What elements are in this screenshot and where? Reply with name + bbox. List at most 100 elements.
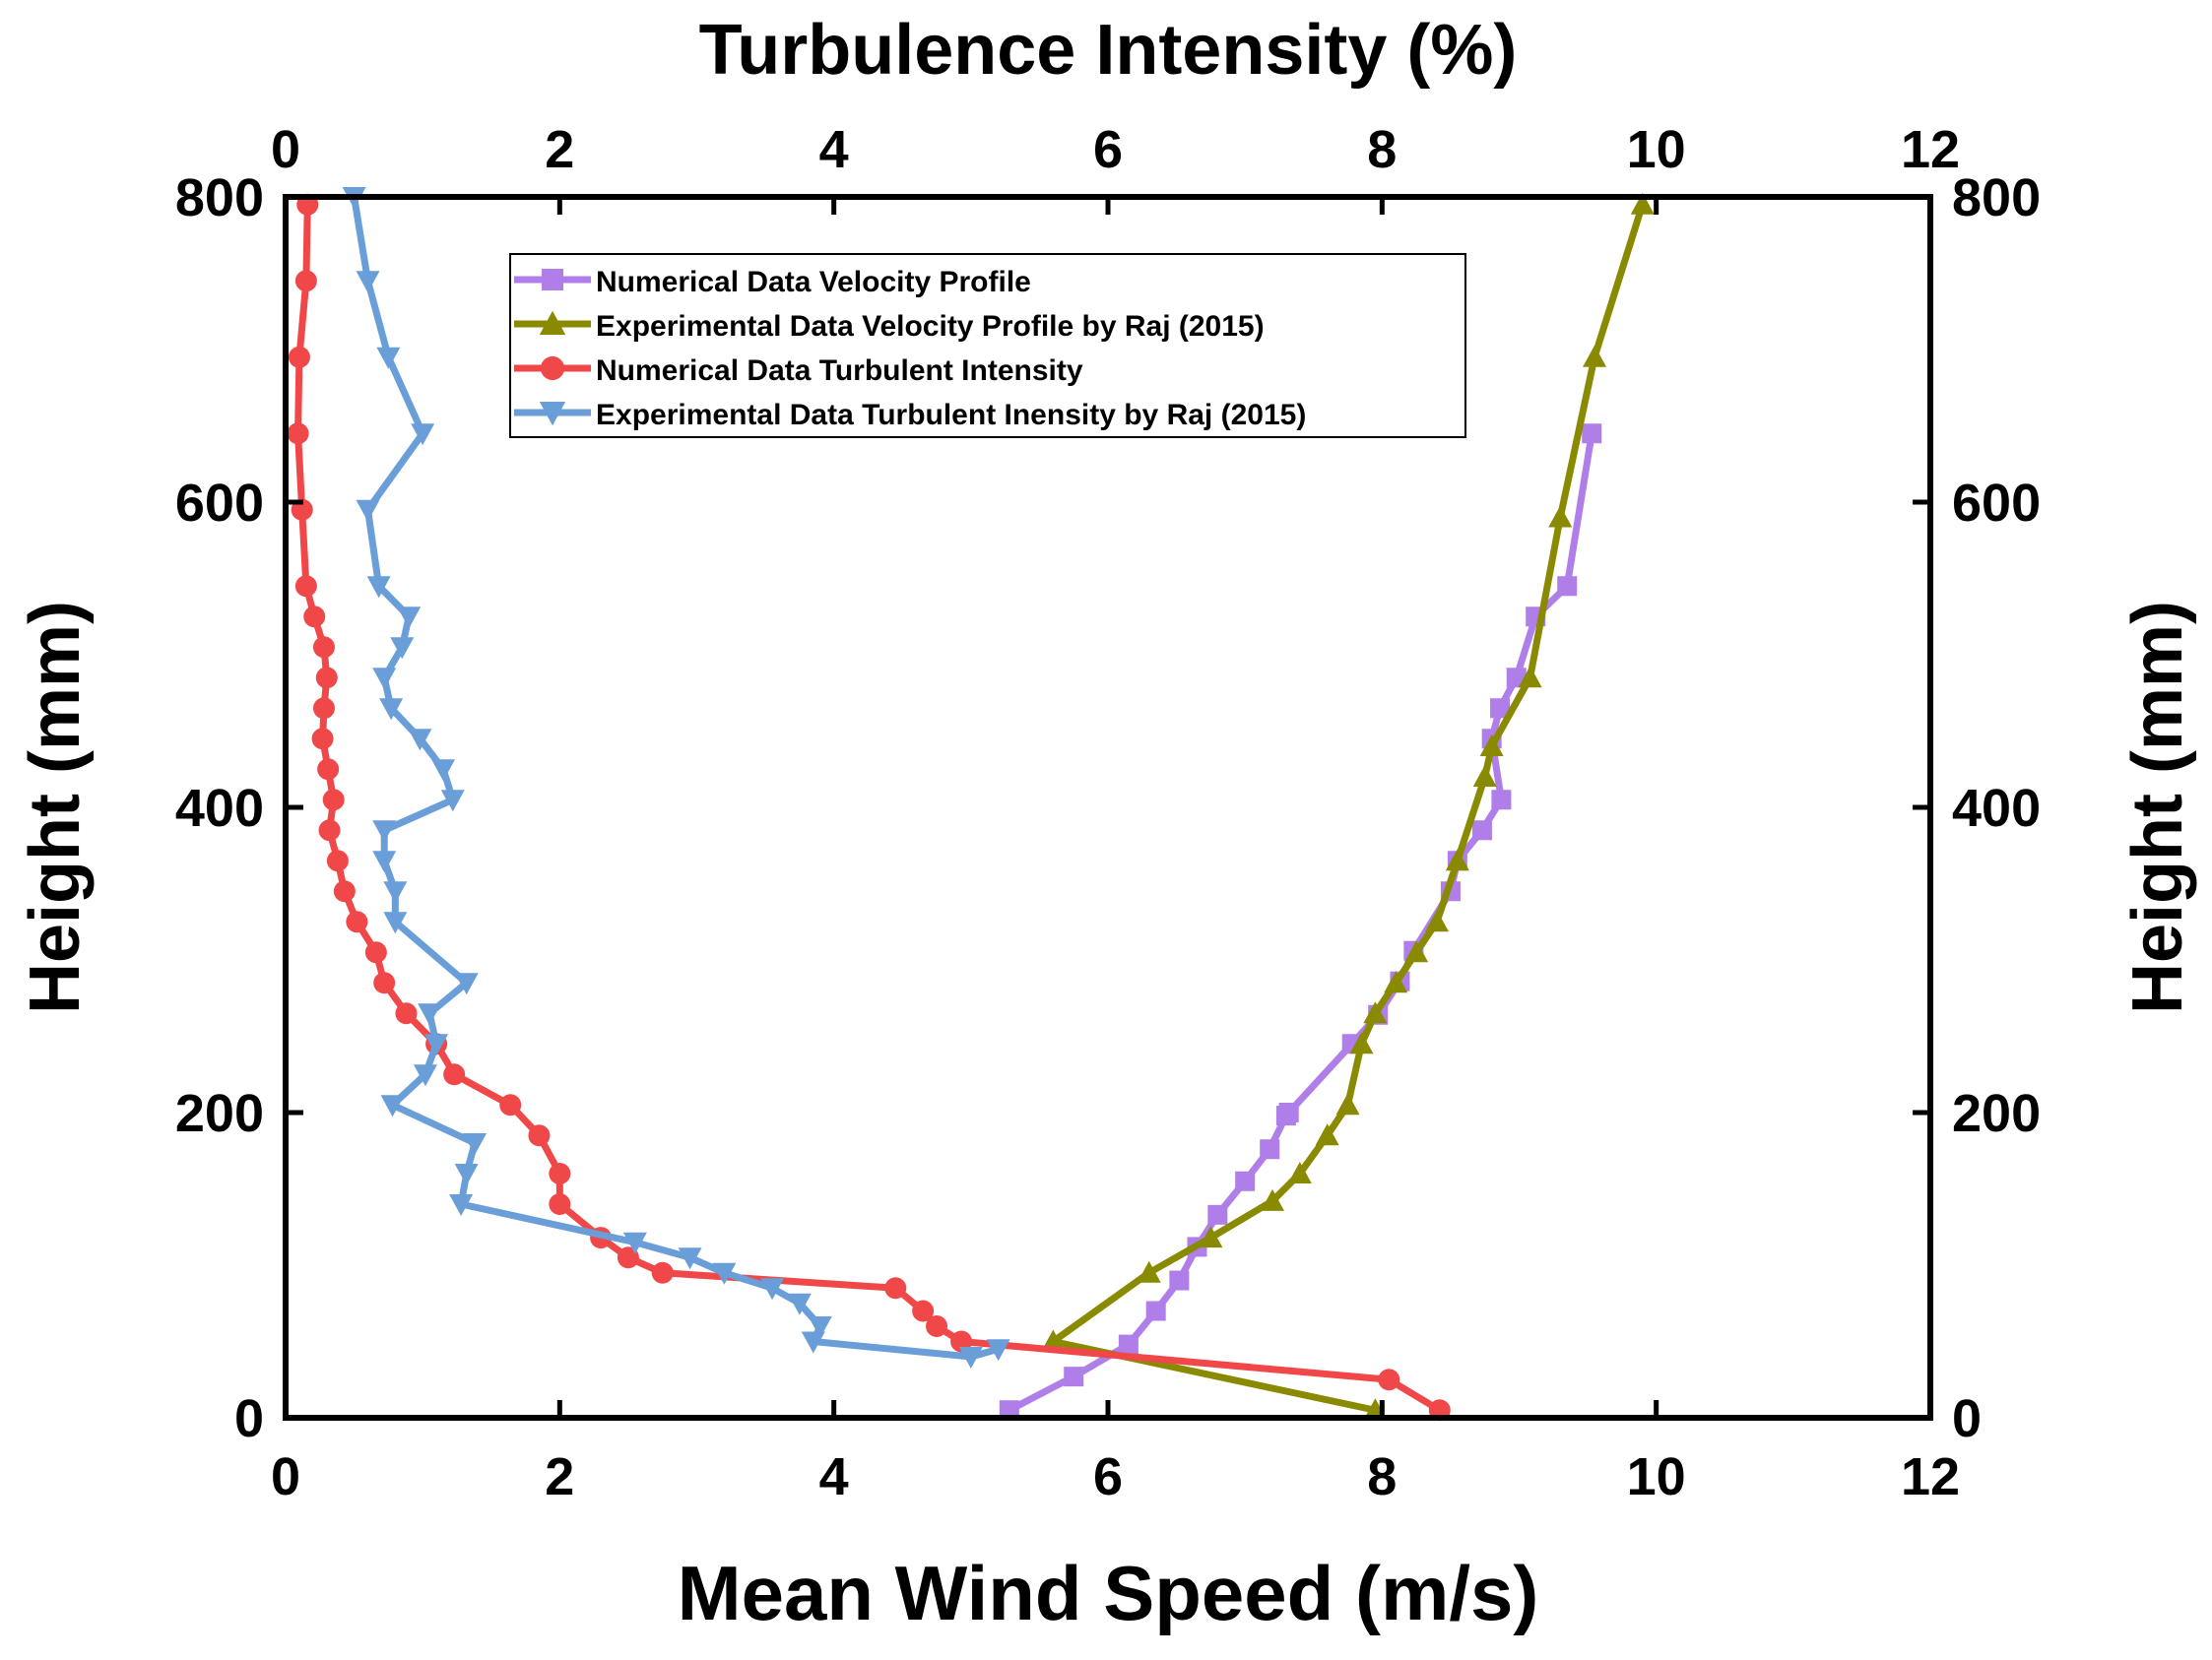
y2-tick-label: 600 — [1952, 474, 2041, 533]
legend-key-marker-0 — [542, 269, 563, 290]
series-3-point — [397, 607, 422, 629]
y2-tick-label: 800 — [1952, 168, 2041, 227]
legend-label-3: Experimental Data Turbulent Inensity by … — [596, 399, 1306, 431]
series-1-point — [1199, 1226, 1223, 1248]
series-1-point — [1518, 666, 1542, 688]
series-2-point — [288, 346, 310, 368]
series-2-point — [346, 911, 368, 933]
series-1-point — [1261, 1188, 1284, 1211]
series-0-point — [1145, 1301, 1166, 1321]
series-3-point — [356, 499, 380, 522]
series-3-point — [383, 912, 408, 934]
series-3-point — [379, 698, 404, 721]
series-2-point — [395, 1002, 418, 1025]
y2-tick-label: 400 — [1952, 779, 2041, 838]
tick-labels: 0 2 4 6 8 10 120 2 4 6 8 10 120200400600800020040060… — [175, 120, 2041, 1506]
series-2-point — [373, 972, 396, 994]
series-2-point — [294, 575, 317, 598]
series-0-point — [1064, 1367, 1084, 1387]
series-1-point — [1445, 849, 1469, 871]
series-2-point — [318, 819, 341, 842]
series-3-point — [760, 1278, 785, 1301]
series-2-point — [617, 1246, 639, 1269]
series-1-point — [1137, 1260, 1161, 1283]
series-3-point — [372, 820, 397, 843]
series-2-point — [294, 270, 317, 292]
series-1-point — [1287, 1162, 1312, 1183]
series-2-point — [303, 606, 326, 628]
series-2-point — [443, 1063, 466, 1086]
series-3-point — [372, 851, 397, 873]
x-tick-label: 6 — [1093, 1447, 1123, 1506]
y-tick-label: 600 — [175, 474, 264, 533]
series-0-point — [1491, 790, 1512, 810]
series-0-point — [1278, 1103, 1299, 1122]
series-1-point — [1404, 940, 1429, 963]
x-tick-label: 8 — [1367, 1447, 1397, 1506]
series-0-point — [1207, 1204, 1228, 1225]
series-3-point — [678, 1247, 702, 1270]
y-tick-label: 200 — [175, 1084, 264, 1143]
y2-tick-label: 200 — [1952, 1084, 2041, 1143]
series-2-point — [333, 880, 356, 903]
series-0-point — [1235, 1171, 1256, 1191]
x2-tick-label: 12 — [1901, 120, 1960, 179]
series-line-3 — [351, 193, 1003, 1361]
series-2-point — [326, 850, 349, 872]
series-0-point — [1557, 576, 1578, 597]
series-2-point — [312, 697, 335, 720]
x-tick-label: 4 — [819, 1447, 849, 1506]
x2-tick-label: 6 — [1093, 120, 1123, 179]
series-1-point — [1479, 734, 1504, 756]
series-0-point — [1471, 820, 1492, 841]
series-3-point — [411, 423, 435, 446]
x2-axis-title: Turbulence Intensity (%) — [699, 11, 1518, 90]
series-2-point — [651, 1261, 674, 1284]
x-axis-title: Mean Wind Speed (m/s) — [678, 1550, 1539, 1636]
series-3-point — [440, 790, 465, 812]
series-2-point — [549, 1193, 571, 1215]
series-2-point — [912, 1300, 935, 1322]
series-3-point — [372, 668, 397, 690]
series-3-point — [787, 1293, 812, 1315]
x2-tick-label: 8 — [1367, 120, 1397, 179]
legend-key-marker-1 — [539, 310, 566, 335]
series-2-point — [499, 1094, 522, 1117]
series-2-point — [549, 1163, 571, 1184]
series-3-point — [424, 1034, 449, 1056]
series-2-point — [287, 422, 309, 445]
series-3-point — [986, 1339, 1010, 1362]
series-1-point — [1548, 505, 1573, 528]
series-3-point — [408, 729, 432, 751]
series-3-point — [454, 1164, 479, 1185]
series-3-point — [356, 271, 380, 293]
series-0-point — [1169, 1270, 1190, 1291]
y2-tick-label: 0 — [1952, 1389, 1982, 1448]
x2-tick-label: 10 — [1627, 120, 1686, 179]
y-tick-label: 800 — [175, 168, 264, 227]
legend: Numerical Data Velocity Profile Experime… — [509, 253, 1466, 438]
series-3-point — [712, 1262, 737, 1285]
series-3-point — [454, 973, 479, 995]
series-1-point — [1363, 1001, 1388, 1024]
series-3-point — [622, 1232, 647, 1254]
series-0-point — [1260, 1139, 1280, 1160]
legend-key-marker-2 — [540, 355, 565, 381]
x2-tick-label: 4 — [819, 120, 849, 179]
series-1-point — [1349, 1032, 1374, 1054]
series-0-point — [1582, 423, 1602, 444]
series-2-point — [926, 1315, 948, 1337]
legend-label-0: Numerical Data Velocity Profile — [596, 266, 1031, 298]
x-tick-label: 2 — [545, 1447, 574, 1506]
legend-key-marker-3 — [539, 402, 566, 426]
y-tick-label: 0 — [234, 1389, 264, 1448]
series-3-point — [801, 1331, 825, 1354]
series-3-point — [380, 1095, 405, 1117]
series-3-point — [463, 1133, 488, 1155]
series-line-1 — [1049, 201, 1647, 1414]
series-3-point — [383, 881, 408, 904]
x-tick-label: 12 — [1901, 1447, 1960, 1506]
series-3-point — [808, 1316, 832, 1338]
series-2-point — [884, 1277, 907, 1300]
